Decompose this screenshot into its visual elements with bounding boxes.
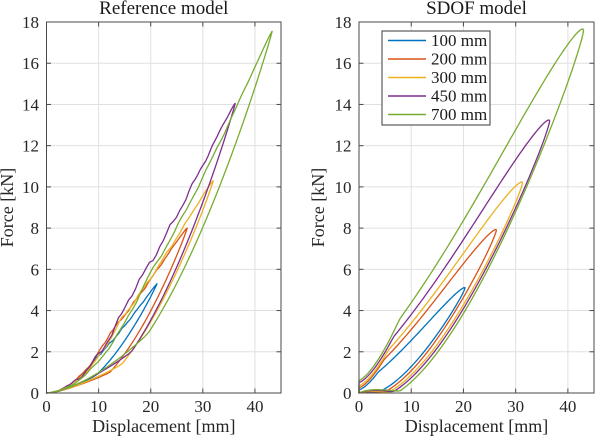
legend-label-100mm: 100 mm (431, 31, 487, 50)
right-chart-title: SDOF model (426, 0, 527, 19)
y-tick-label: 2 (343, 343, 352, 362)
x-tick-label: 20 (142, 397, 159, 416)
x-tick-label: 0 (355, 397, 364, 416)
legend: 100 mm 200 mm 300 mm 450 mm 700 mm (431, 31, 487, 124)
y-tick-label: 6 (343, 260, 352, 279)
curve-right-200-mm (358, 228, 497, 394)
y-tick-label: 18 (335, 13, 352, 32)
curve-right-450-mm (358, 119, 551, 394)
y-tick-label: 16 (22, 54, 39, 73)
y-tick-label: 14 (22, 95, 40, 114)
curve-right-100-mm (358, 286, 466, 394)
y-tick-label: 4 (31, 302, 40, 321)
y-tick-label: 2 (31, 343, 40, 362)
right-y-axis-label: Force [kN] (308, 168, 328, 247)
left-x-axis-label: Displacement [mm] (92, 416, 235, 436)
y-tick-label: 4 (343, 302, 352, 321)
x-tick-label: 40 (559, 397, 576, 416)
curve-right-300-mm (358, 181, 524, 394)
x-tick-label: 30 (194, 397, 211, 416)
y-tick-label: 10 (22, 178, 39, 197)
legend-label-300mm: 300 mm (431, 68, 487, 87)
curve-left-300-mm (45, 180, 214, 394)
legend-label-200mm: 200 mm (431, 50, 487, 69)
curve-left-700-mm (45, 30, 273, 394)
x-tick-label: 30 (507, 397, 524, 416)
y-tick-label: 8 (31, 219, 40, 238)
curve-left-450-mm (45, 102, 236, 394)
axes-box (358, 21, 595, 394)
y-tick-label: 8 (343, 219, 352, 238)
axes-box (46, 21, 282, 394)
y-tick-label: 16 (335, 54, 352, 73)
x-tick-label: 0 (42, 397, 51, 416)
y-tick-label: 12 (335, 137, 352, 156)
y-tick-label: 12 (22, 137, 39, 156)
x-tick-label: 10 (403, 397, 420, 416)
right-x-axis-label: Displacement [mm] (405, 416, 548, 436)
x-tick-label: 40 (246, 397, 263, 416)
curve-right-700-mm (358, 28, 585, 394)
y-tick-label: 18 (22, 13, 39, 32)
y-tick-label: 6 (31, 260, 40, 279)
legend-label-700mm: 700 mm (431, 105, 487, 124)
y-tick-label: 14 (335, 95, 353, 114)
y-tick-label: 0 (31, 384, 40, 403)
left-y-axis-label: Force [kN] (0, 168, 17, 247)
y-tick-label: 10 (335, 178, 352, 197)
left-chart-title: Reference model (99, 0, 228, 19)
x-tick-label: 10 (90, 397, 107, 416)
legend-label-450mm: 450 mm (431, 87, 487, 106)
x-tick-label: 20 (455, 397, 472, 416)
y-tick-label: 0 (343, 384, 352, 403)
